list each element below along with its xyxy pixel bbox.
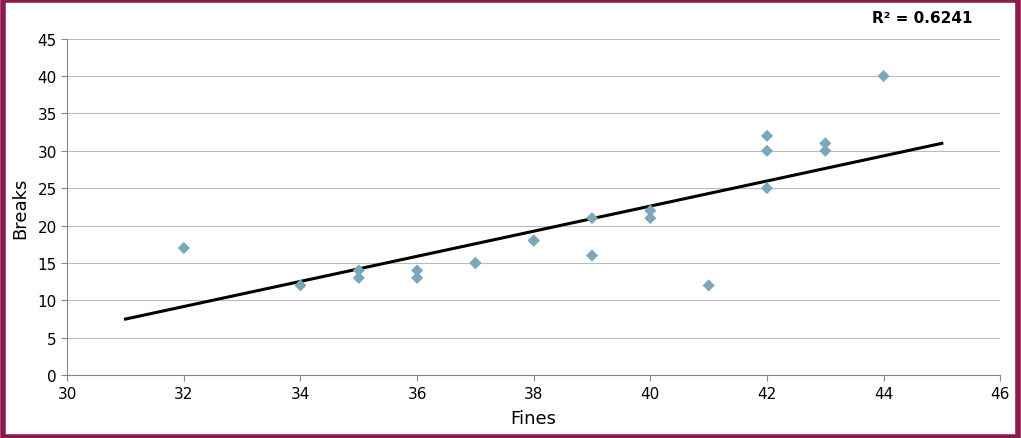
Point <box>176 245 192 252</box>
Point <box>759 185 775 192</box>
Point <box>642 208 659 215</box>
Point <box>526 237 542 244</box>
Point <box>584 215 600 222</box>
Point <box>700 282 717 289</box>
Point <box>526 237 542 244</box>
Point <box>468 260 484 267</box>
Point <box>409 267 426 274</box>
Point <box>875 73 891 80</box>
Point <box>759 133 775 140</box>
Point <box>350 267 367 274</box>
Point <box>468 260 484 267</box>
Point <box>642 215 659 222</box>
Point <box>759 148 775 155</box>
Point <box>409 275 426 282</box>
Point <box>817 141 833 148</box>
Point <box>350 275 367 282</box>
Point <box>292 282 308 289</box>
Point <box>817 148 833 155</box>
Text: R² = 0.6241: R² = 0.6241 <box>872 11 972 26</box>
Point <box>584 252 600 259</box>
Y-axis label: Breaks: Breaks <box>11 177 30 238</box>
X-axis label: Fines: Fines <box>510 409 556 427</box>
